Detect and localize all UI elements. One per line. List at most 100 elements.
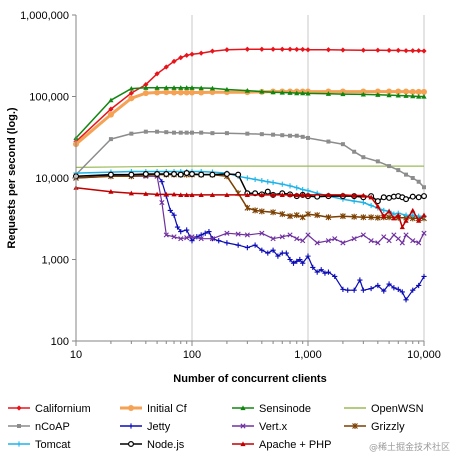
data-point-jetty	[305, 253, 311, 259]
data-point-apache-php	[209, 192, 216, 198]
data-point-jetty	[297, 256, 303, 263]
data-point-tomcat	[294, 185, 300, 191]
data-point-ncoap	[271, 132, 276, 137]
data-point-grizzly	[252, 207, 259, 214]
data-point-node-js	[177, 171, 184, 178]
data-point-vert-x	[244, 232, 250, 238]
data-point-vert-x	[259, 230, 265, 236]
data-point-sensinode	[270, 89, 276, 95]
data-point-sensinode	[171, 85, 177, 90]
data-point-vert-x	[305, 232, 311, 238]
data-point-californium	[259, 46, 265, 52]
legend-label: Grizzly	[371, 421, 405, 433]
data-point-sensinode	[198, 85, 204, 91]
data-point-jetty	[283, 250, 289, 256]
data-point-ncoap	[306, 135, 310, 140]
data-point-jetty	[391, 285, 397, 291]
data-point-initial-cf	[183, 89, 190, 96]
data-point-californium	[178, 55, 184, 61]
data-point-ncoap	[416, 179, 421, 184]
data-point-sensinode	[403, 93, 409, 98]
data-point-californium	[300, 46, 306, 53]
data-point-node-js	[380, 194, 387, 201]
data-point-vert-x	[224, 230, 230, 236]
data-point-ncoap	[280, 133, 285, 138]
data-point-jetty	[381, 288, 387, 294]
data-point-node-js	[374, 198, 381, 205]
data-point-jetty	[375, 282, 381, 289]
data-point-californium	[108, 106, 114, 112]
data-point-jetty	[259, 247, 265, 253]
data-point-tomcat	[300, 187, 306, 193]
data-point-jetty	[322, 270, 328, 276]
data-point-apache-php	[184, 192, 190, 198]
data-point-node-js	[128, 171, 135, 178]
data-point-initial-cf	[409, 88, 416, 95]
data-point-vert-x	[294, 236, 300, 242]
legend-label: Californium	[35, 403, 91, 415]
data-point-californium	[224, 47, 230, 53]
data-point-vert-x	[178, 236, 184, 242]
data-point-apache-php	[340, 192, 346, 198]
data-point-sensinode	[154, 85, 160, 90]
data-point-grizzly	[325, 214, 332, 221]
data-point-grizzly	[360, 214, 367, 221]
data-point-jetty	[340, 286, 346, 292]
data-point-jetty	[325, 269, 332, 275]
data-point-grizzly	[244, 204, 251, 211]
watermark: @稀土掘金技术社区	[369, 441, 450, 453]
data-point-grizzly	[270, 209, 276, 216]
data-point-vert-x	[416, 240, 422, 246]
data-point-vert-x	[368, 238, 374, 244]
series-openwsn	[75, 165, 424, 168]
data-point-sensinode	[325, 91, 332, 96]
axes	[72, 14, 425, 346]
data-point-grizzly	[368, 214, 375, 221]
data-point-grizzly	[293, 212, 300, 219]
data-point-initial-cf	[189, 89, 195, 96]
data-point-ncoap	[326, 139, 331, 144]
data-point-jetty	[351, 287, 357, 293]
data-point-tomcat	[244, 175, 250, 181]
data-point-apache-php	[189, 192, 195, 198]
data-point-jetty	[368, 285, 374, 292]
data-point-ncoap	[259, 132, 264, 137]
data-point-ncoap	[178, 130, 183, 135]
data-point-jetty	[270, 247, 276, 253]
data-point-ncoap	[340, 142, 345, 147]
data-point-vert-x	[287, 232, 293, 238]
data-point-tomcat	[270, 179, 276, 186]
y-tick-label: 10,000	[35, 173, 69, 185]
data-point-vert-x	[421, 230, 427, 236]
data-point-vert-x	[198, 236, 204, 242]
data-point-grizzly	[287, 213, 293, 220]
data-point-jetty	[403, 297, 409, 303]
legend-swatch-marker	[240, 423, 246, 429]
data-point-sensinode	[209, 85, 216, 91]
y-tick-label: 100	[51, 336, 69, 348]
data-point-sensinode	[340, 91, 346, 97]
data-point-vert-x	[235, 231, 241, 237]
data-point-californium	[279, 46, 285, 52]
data-point-apache-php	[279, 192, 285, 198]
data-point-sensinode	[143, 85, 149, 90]
data-point-sensinode	[305, 90, 311, 96]
legend-item-tomcat: Tomcat	[8, 439, 70, 451]
y-tick-label: 100,000	[29, 92, 69, 104]
legend-item-node-js: Node.js	[120, 439, 185, 451]
data-point-jetty	[395, 286, 401, 292]
legend-swatch-marker	[16, 405, 22, 411]
data-point-californium	[189, 51, 195, 57]
data-point-ncoap	[387, 164, 392, 169]
data-point-apache-php	[128, 190, 134, 196]
data-point-ncoap	[245, 131, 250, 136]
legend-item-grizzly: Grizzly	[344, 421, 405, 433]
data-point-initial-cf	[209, 89, 216, 96]
data-point-vert-x	[184, 235, 190, 241]
data-point-apache-php	[224, 192, 230, 198]
data-point-node-js	[171, 170, 178, 177]
data-point-jetty	[416, 282, 422, 289]
data-point-californium	[244, 46, 250, 52]
data-point-californium	[184, 52, 190, 58]
data-point-apache-php	[259, 192, 265, 198]
